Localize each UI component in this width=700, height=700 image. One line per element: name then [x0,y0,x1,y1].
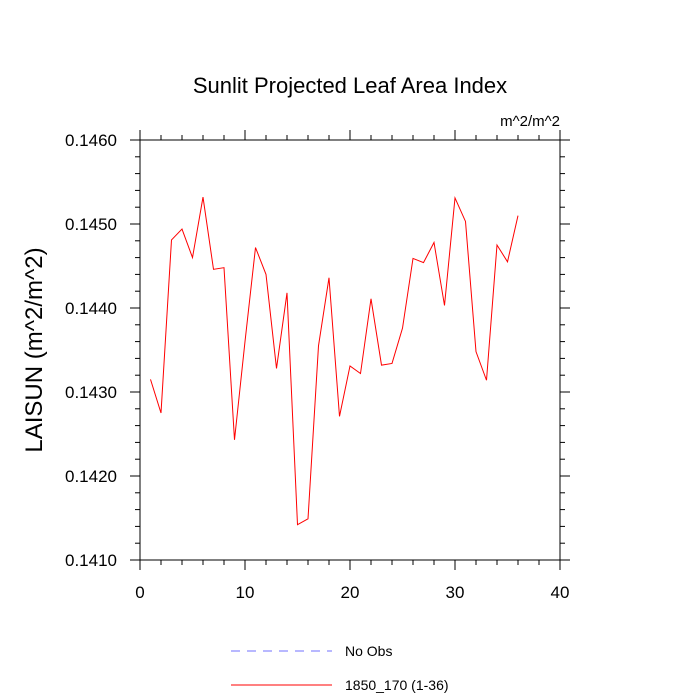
data-point [380,364,383,367]
data-point [181,228,184,231]
series-layer [149,196,520,526]
data-point [191,256,194,259]
data-point [454,196,457,199]
data-point [265,273,268,276]
data-point [412,257,415,260]
data-point [286,291,289,294]
series-line-1850-170 [150,196,519,526]
y-tick-label: 0.1460 [65,131,117,150]
data-point [233,438,236,441]
data-point [401,327,404,330]
data-point [517,214,520,217]
data-point [370,297,373,300]
data-point [485,379,488,382]
x-tick-label: 40 [551,583,570,602]
x-tick-label: 10 [236,583,255,602]
y-tick-label: 0.1410 [65,551,117,570]
x-tick-label: 0 [135,583,144,602]
data-point [475,350,478,353]
y-tick-label: 0.1420 [65,467,117,486]
chart-title: Sunlit Projected Leaf Area Index [193,73,507,98]
data-point [244,340,247,343]
data-point [338,415,341,418]
data-point [202,196,205,199]
data-point [359,372,362,375]
axis-ticks [130,130,570,570]
data-point [254,246,257,249]
data-point [349,364,352,367]
y-tick-label: 0.1440 [65,299,117,318]
x-tick-label: 30 [446,583,465,602]
data-point [433,241,436,244]
data-point [422,261,425,264]
data-point [328,276,331,279]
y-tick-label: 0.1430 [65,383,117,402]
x-tick-label: 20 [341,583,360,602]
legend-label-no-obs: No Obs [345,643,392,659]
legend: No Obs 1850_170 (1-36) [231,643,449,693]
data-point [296,523,299,526]
legend-label-1850-170: 1850_170 (1-36) [345,677,449,693]
data-point [275,367,278,370]
data-point [223,266,226,269]
y-tick-label: 0.1450 [65,215,117,234]
data-point [149,378,152,381]
units-label: m^2/m^2 [500,113,560,130]
data-point [506,260,509,263]
data-point [496,244,499,247]
data-point [443,304,446,307]
y-axis-label: LAISUN (m^2/m^2) [21,247,48,452]
x-tick-labels: 0 10 20 30 40 [135,583,569,602]
data-point [317,344,320,347]
data-point [212,268,215,271]
data-point [391,362,394,365]
data-point [464,220,467,223]
data-point [307,517,310,520]
data-point [160,412,163,415]
y-tick-labels: 0.1410 0.1420 0.1430 0.1440 0.1450 0.1460 [65,131,117,570]
plot-frame [139,139,561,561]
data-point [170,238,173,241]
